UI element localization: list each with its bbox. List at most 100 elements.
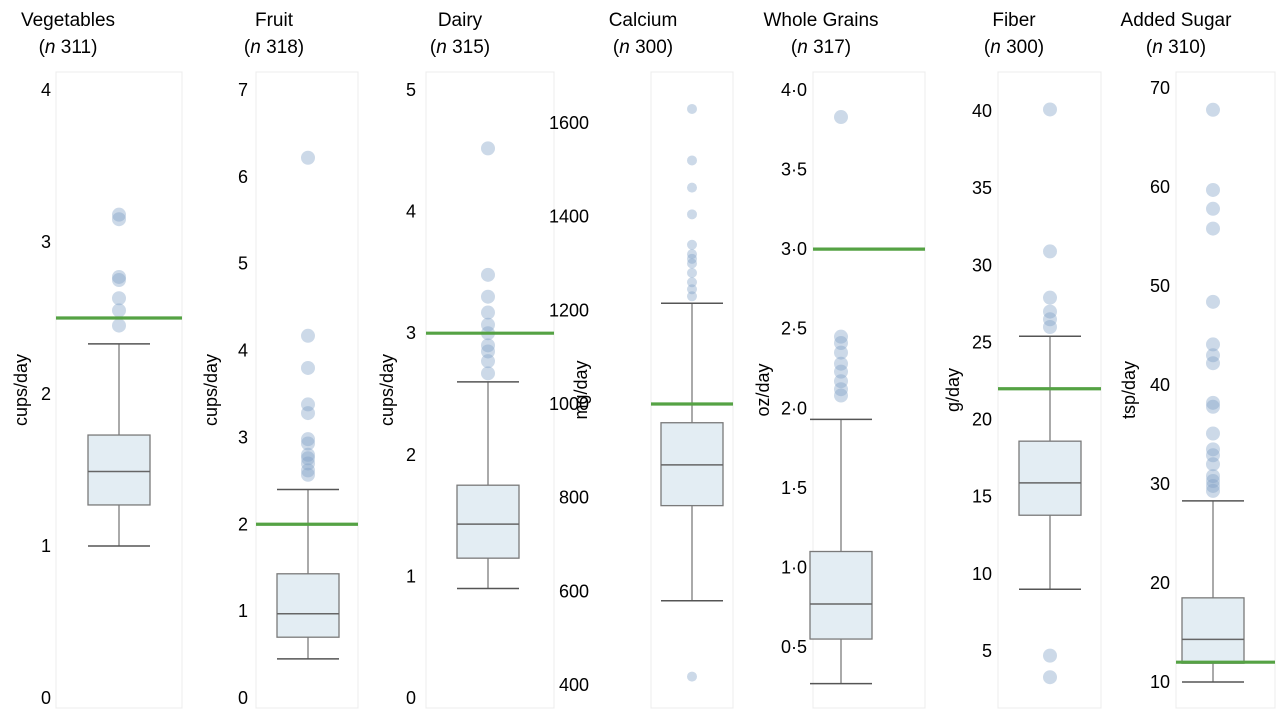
whole-grains-outlier-point	[834, 382, 848, 397]
added-sugar-tick-label: 60	[1150, 177, 1170, 197]
calcium-tick-label: 800	[559, 488, 589, 508]
calcium-outlier-point	[687, 284, 697, 295]
calcium-outlier-point	[687, 182, 697, 193]
fiber-box	[1018, 440, 1082, 516]
fiber-outlier-point	[1043, 244, 1057, 259]
fruit-outlier-point	[301, 432, 315, 447]
whole-grains-outlier-point	[834, 336, 848, 351]
dairy-outlier-point	[481, 317, 495, 332]
added-sugar-tick-label: 40	[1150, 375, 1170, 395]
calcium-tick-label: 1400	[549, 207, 589, 227]
dairy-box	[456, 484, 520, 559]
fruit-tick-label: 2	[238, 514, 248, 534]
whole-grains-outlier-point	[834, 374, 848, 389]
dairy-outlier-point	[481, 366, 495, 381]
added-sugar-outlier-point	[1206, 294, 1220, 309]
vegetables-sample-size: (n 311)	[39, 37, 98, 58]
whole-grains-outlier-point	[834, 110, 848, 125]
added-sugar-outlier-point	[1206, 474, 1220, 489]
fruit-tick-label: 4	[238, 341, 248, 361]
fiber-tick-label: 40	[972, 101, 992, 121]
added-sugar-outlier-point	[1206, 201, 1220, 216]
fiber-tick-label: 30	[972, 255, 992, 275]
added-sugar-outlier-point	[1206, 399, 1220, 414]
added-sugar-outlier-point	[1206, 356, 1220, 371]
fiber-tick-label: 20	[972, 410, 992, 430]
whole-grains-tick-label: 2·0	[781, 398, 807, 418]
dairy-tick-label: 2	[406, 445, 416, 465]
fiber-outlier-point	[1043, 648, 1057, 663]
added-sugar-outlier-point	[1206, 457, 1220, 472]
calcium-outlier-point	[687, 253, 697, 264]
vegetables-outlier-point	[112, 269, 126, 284]
whole-grains-sample-size: (n 317)	[791, 37, 851, 58]
whole-grains-tick-label: 1·0	[781, 557, 807, 577]
dairy-outlier-point	[481, 289, 495, 304]
fruit-y-axis-label: cups/day	[201, 354, 221, 426]
vegetables-outlier-point	[112, 212, 126, 227]
fruit-outlier-point	[301, 451, 315, 466]
vegetables-title: Vegetables	[21, 10, 115, 31]
added-sugar-tick-label: 10	[1150, 672, 1170, 692]
added-sugar-outlier-point	[1206, 483, 1220, 498]
added-sugar-outlier-point	[1206, 102, 1220, 117]
added-sugar-title: Added Sugar	[1121, 10, 1233, 31]
fruit-outlier-point	[301, 397, 315, 412]
whole-grains-title: Whole Grains	[763, 10, 878, 31]
calcium-tick-label: 1600	[549, 113, 589, 133]
fruit-tick-label: 5	[238, 254, 248, 274]
vegetables-tick-label: 1	[41, 536, 51, 556]
calcium-sample-size: (n 300)	[613, 37, 673, 58]
whole-grains-outlier-point	[834, 388, 848, 403]
fiber-outlier-point	[1043, 312, 1057, 327]
fruit-box	[276, 573, 340, 638]
fiber-y-axis-label: g/day	[943, 368, 963, 412]
fruit-tick-label: 7	[238, 80, 248, 100]
added-sugar-box	[1181, 597, 1245, 664]
fruit-outlier-point	[301, 447, 315, 462]
vegetables-outlier-point	[112, 318, 126, 333]
dairy-tick-label: 3	[406, 323, 416, 343]
calcium-y-axis-label: mg/day	[571, 360, 591, 419]
fiber-outlier-point	[1043, 102, 1057, 117]
dairy-plot-area	[425, 71, 555, 709]
dairy-sample-size: (n 315)	[430, 37, 490, 58]
fruit-outlier-point	[301, 150, 315, 165]
whole-grains-tick-label: 2·5	[781, 319, 807, 339]
dairy-title: Dairy	[438, 10, 483, 31]
fruit-tick-label: 1	[238, 601, 248, 621]
added-sugar-outlier-point	[1206, 442, 1220, 457]
fiber-tick-label: 25	[972, 332, 992, 352]
calcium-tick-label: 1200	[549, 300, 589, 320]
fruit-outlier-point	[301, 328, 315, 343]
vegetables-tick-label: 4	[41, 80, 51, 100]
vegetables-outlier-point	[112, 273, 126, 287]
calcium-outlier-point	[687, 103, 697, 114]
dairy-outlier-point	[481, 141, 495, 156]
whole-grains-y-axis-label: oz/day	[753, 363, 773, 416]
added-sugar-tick-label: 50	[1150, 276, 1170, 296]
dairy-outlier-point	[481, 338, 495, 353]
fiber-tick-label: 15	[972, 487, 992, 507]
fruit-sample-size: (n 318)	[244, 37, 304, 58]
fiber-outlier-point	[1043, 290, 1057, 305]
added-sugar-outlier-point	[1206, 469, 1220, 484]
fiber-title: Fiber	[992, 10, 1036, 31]
whole-grains-tick-label: 4·0	[781, 80, 807, 100]
fruit-outlier-point	[301, 360, 315, 375]
dairy-y-axis-label: cups/day	[377, 354, 397, 426]
added-sugar-tick-label: 70	[1150, 78, 1170, 98]
whole-grains-tick-label: 3·0	[781, 239, 807, 259]
dairy-outlier-point	[481, 267, 495, 282]
calcium-outlier-point	[687, 671, 697, 682]
calcium-title: Calcium	[609, 10, 678, 31]
added-sugar-sample-size: (n 310)	[1146, 37, 1206, 58]
whole-grains-box	[809, 550, 873, 640]
dairy-outlier-point	[481, 344, 495, 359]
fruit-outlier-point	[301, 436, 315, 451]
whole-grains-outlier-point	[834, 345, 848, 360]
dairy-tick-label: 5	[406, 80, 416, 100]
calcium-outlier-point	[687, 209, 697, 220]
